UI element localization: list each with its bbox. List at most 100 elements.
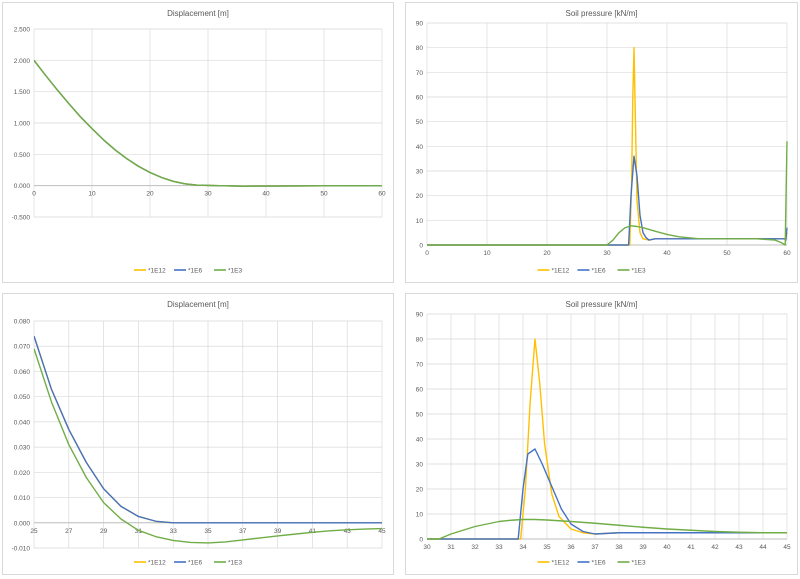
chart-title: Soil pressure [kN/m] <box>565 300 637 309</box>
legend-label: *1E12 <box>148 268 166 275</box>
x-tick-label: 30 <box>204 191 212 198</box>
x-tick-label: 38 <box>615 544 623 551</box>
x-tick-label: 45 <box>378 528 386 535</box>
x-tick-label: 20 <box>543 250 551 257</box>
x-tick-label: 37 <box>591 544 599 551</box>
y-tick-label: -0.500 <box>12 215 31 222</box>
legend-label: *1E12 <box>552 268 570 275</box>
x-tick-label: 39 <box>274 528 282 535</box>
legend-label: *1E6 <box>188 560 202 567</box>
x-tick-label: 29 <box>100 528 108 535</box>
y-tick-label: 80 <box>416 337 424 344</box>
y-tick-label: -0.010 <box>12 546 31 553</box>
x-tick-label: 33 <box>170 528 178 535</box>
legend-label: *1E6 <box>188 268 202 275</box>
x-tick-label: 44 <box>759 544 767 551</box>
x-tick-label: 41 <box>687 544 695 551</box>
chart-title: Displacement [m] <box>167 9 229 18</box>
x-tick-label: 60 <box>783 250 791 257</box>
y-tick-label: 50 <box>416 412 424 419</box>
y-tick-label: 40 <box>416 144 424 151</box>
chart-title: Displacement [m] <box>167 300 229 309</box>
y-tick-label: 0.000 <box>14 183 31 190</box>
y-tick-label: 2.500 <box>14 27 31 34</box>
series-line <box>427 448 787 540</box>
y-tick-label: 0.010 <box>14 495 31 502</box>
x-tick-label: 10 <box>483 250 491 257</box>
x-tick-label: 31 <box>447 544 455 551</box>
x-tick-label: 35 <box>204 528 212 535</box>
x-tick-label: 10 <box>88 191 96 198</box>
legend-label: *1E3 <box>632 268 646 275</box>
y-tick-label: 0 <box>419 243 423 250</box>
x-tick-label: 36 <box>567 544 575 551</box>
x-tick-label: 35 <box>543 544 551 551</box>
x-tick-label: 43 <box>344 528 352 535</box>
y-tick-label: 70 <box>416 70 424 77</box>
y-tick-label: 10 <box>416 512 424 519</box>
x-tick-label: 0 <box>32 191 36 198</box>
y-tick-label: 80 <box>416 45 424 52</box>
legend-label: *1E3 <box>228 560 242 567</box>
y-tick-label: 20 <box>416 487 424 494</box>
y-tick-label: 0 <box>419 537 423 544</box>
x-tick-label: 40 <box>663 544 671 551</box>
chart-panel-top-left: Displacement [m] -0.500 0.000 0.500 1.000 1.5… <box>2 2 394 283</box>
legend-label: *1E12 <box>552 560 570 567</box>
x-tick-label: 42 <box>711 544 719 551</box>
series-line <box>34 335 382 524</box>
legend-label: *1E6 <box>592 268 606 275</box>
soil-pressure-chart-zoom: Soil pressure [kN/m] 0 10 20 30 40 50 60 70 80 90 3… <box>416 300 791 567</box>
legend-label: *1E3 <box>632 560 646 567</box>
displacement-chart-zoom: Displacement [m] -0.010 0.000 0.010 0.020 0.0… <box>12 300 386 567</box>
y-tick-label: 90 <box>416 21 424 28</box>
x-tick-label: 34 <box>519 544 527 551</box>
legend-label: *1E12 <box>148 560 166 567</box>
chart-panel-bottom-right: Soil pressure [kN/m] 0 10 20 30 40 50 60 70 80 90 3… <box>405 293 798 575</box>
y-tick-label: 0.020 <box>14 470 31 477</box>
x-tick-label: 30 <box>603 250 611 257</box>
y-tick-label: 10 <box>416 218 424 225</box>
series-line <box>34 348 383 544</box>
series-line <box>34 59 383 187</box>
x-tick-label: 30 <box>423 544 431 551</box>
y-tick-label: 1.000 <box>14 121 31 128</box>
series-line <box>427 141 788 246</box>
series-line <box>427 518 787 540</box>
y-tick-label: 0.070 <box>14 344 31 351</box>
series-line <box>427 155 788 246</box>
y-tick-label: 0.040 <box>14 419 31 426</box>
x-tick-label: 45 <box>783 544 791 551</box>
y-tick-label: 0.050 <box>14 394 31 401</box>
displacement-chart-full: Displacement [m] -0.500 0.000 0.500 1.000 1.5… <box>12 9 386 275</box>
x-tick-label: 25 <box>30 528 38 535</box>
y-tick-label: 20 <box>416 193 424 200</box>
y-tick-label: 0.030 <box>14 445 31 452</box>
x-tick-label: 31 <box>135 528 143 535</box>
chart-panel-bottom-left: Displacement [m] -0.010 0.000 0.010 0.020 0.0… <box>2 293 394 575</box>
x-tick-label: 37 <box>239 528 247 535</box>
y-tick-label: 0.060 <box>14 369 31 376</box>
y-tick-label: 2.000 <box>14 58 31 65</box>
x-tick-label: 32 <box>471 544 479 551</box>
y-tick-label: 70 <box>416 362 424 369</box>
x-tick-label: 40 <box>663 250 671 257</box>
y-tick-label: 60 <box>416 387 424 394</box>
y-tick-label: 0.500 <box>14 152 31 159</box>
y-tick-label: 0.080 <box>14 319 31 326</box>
x-tick-label: 0 <box>425 250 429 257</box>
legend-label: *1E6 <box>592 560 606 567</box>
chart-title: Soil pressure [kN/m] <box>565 9 637 18</box>
y-tick-label: 40 <box>416 437 424 444</box>
x-tick-label: 39 <box>639 544 647 551</box>
x-tick-label: 41 <box>309 528 317 535</box>
soil-pressure-chart-full: Soil pressure [kN/m] 0 10 20 30 40 50 60 70 80 90 0… <box>416 9 791 275</box>
x-tick-label: 33 <box>495 544 503 551</box>
y-tick-label: 1.500 <box>14 89 31 96</box>
legend-label: *1E3 <box>228 268 242 275</box>
x-tick-label: 60 <box>378 191 386 198</box>
x-tick-label: 50 <box>320 191 328 198</box>
y-tick-label: 30 <box>416 169 424 176</box>
y-tick-label: 50 <box>416 119 424 126</box>
x-tick-label: 43 <box>735 544 743 551</box>
